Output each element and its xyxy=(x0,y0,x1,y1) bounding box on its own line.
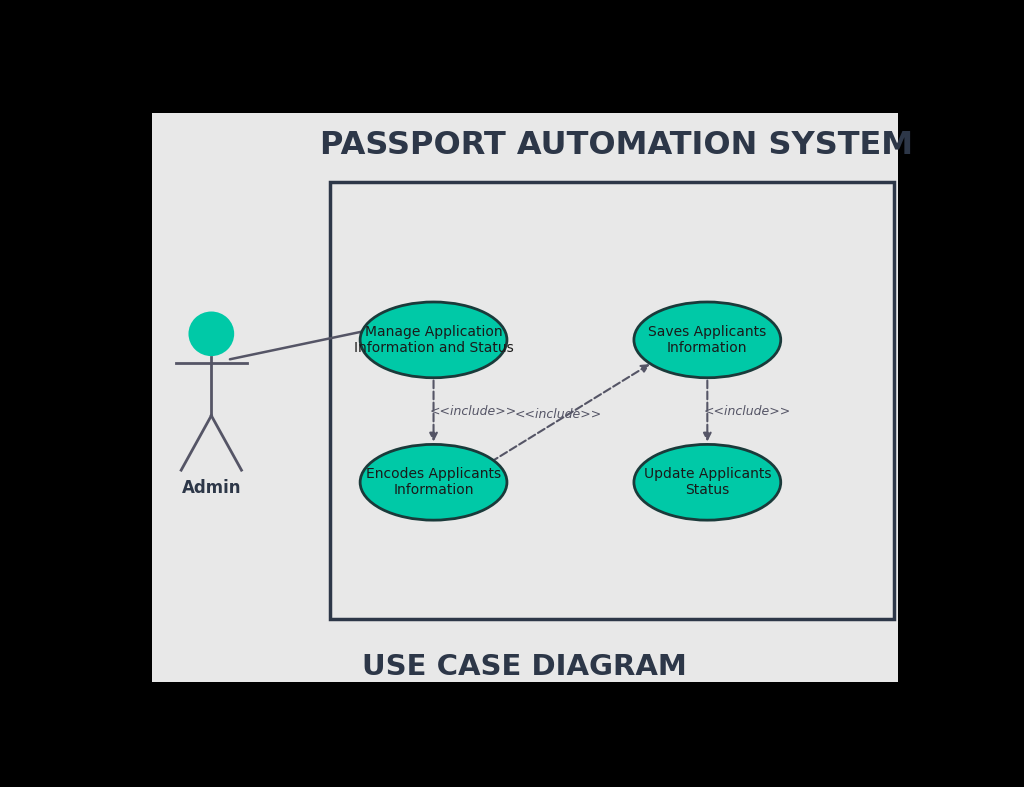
Ellipse shape xyxy=(634,302,780,378)
Text: <<include>>: <<include>> xyxy=(703,405,791,418)
Text: PASSPORT AUTOMATION SYSTEM: PASSPORT AUTOMATION SYSTEM xyxy=(319,131,912,161)
Text: USE CASE DIAGRAM: USE CASE DIAGRAM xyxy=(362,653,687,681)
Text: Admin: Admin xyxy=(181,479,241,497)
Ellipse shape xyxy=(360,302,507,378)
Ellipse shape xyxy=(634,445,780,520)
Ellipse shape xyxy=(360,445,507,520)
Text: Saves Applicants
Information: Saves Applicants Information xyxy=(648,325,766,355)
Text: Manage Application
Information and Status: Manage Application Information and Statu… xyxy=(353,325,513,355)
Bar xyxy=(331,183,894,619)
Text: Update Applicants
Status: Update Applicants Status xyxy=(643,467,771,497)
Text: <<include>>: <<include>> xyxy=(430,405,517,418)
Text: Encodes Applicants
Information: Encodes Applicants Information xyxy=(366,467,501,497)
Text: <<include>>: <<include>> xyxy=(515,408,602,420)
Ellipse shape xyxy=(188,312,234,356)
